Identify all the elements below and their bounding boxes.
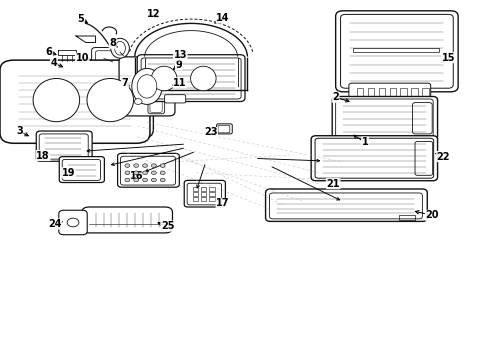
Ellipse shape (87, 78, 133, 122)
Circle shape (143, 171, 147, 175)
FancyBboxPatch shape (59, 157, 104, 183)
Bar (357, 88, 363, 98)
Text: 4: 4 (50, 58, 57, 68)
Circle shape (151, 178, 156, 182)
Text: 24: 24 (48, 219, 62, 229)
Bar (399, 215, 415, 220)
Bar (390, 88, 396, 98)
FancyBboxPatch shape (165, 95, 186, 103)
FancyBboxPatch shape (148, 96, 165, 114)
FancyBboxPatch shape (217, 124, 232, 134)
Bar (193, 187, 198, 191)
Text: 6: 6 (46, 47, 52, 57)
FancyBboxPatch shape (311, 136, 438, 181)
Ellipse shape (33, 78, 79, 122)
Bar (412, 88, 418, 98)
Text: 1: 1 (362, 137, 368, 147)
Text: 2: 2 (332, 92, 339, 102)
Bar (353, 48, 439, 52)
Circle shape (151, 164, 156, 167)
Circle shape (160, 164, 165, 167)
Bar (201, 197, 206, 201)
Bar (400, 88, 407, 98)
Ellipse shape (132, 68, 162, 104)
FancyBboxPatch shape (349, 83, 431, 101)
Text: 17: 17 (216, 198, 230, 208)
Circle shape (143, 164, 147, 167)
Bar (201, 192, 206, 196)
Circle shape (67, 218, 79, 227)
Bar (422, 88, 429, 98)
Text: 14: 14 (216, 13, 230, 23)
Circle shape (160, 171, 165, 175)
FancyBboxPatch shape (184, 180, 225, 207)
Bar (209, 197, 215, 201)
Circle shape (125, 164, 130, 167)
Text: 21: 21 (326, 179, 340, 189)
Bar (32, 120, 132, 128)
Text: 16: 16 (129, 171, 143, 181)
FancyBboxPatch shape (92, 48, 126, 68)
Circle shape (134, 99, 142, 104)
Text: 19: 19 (62, 168, 75, 178)
Bar (209, 187, 215, 191)
FancyBboxPatch shape (59, 210, 87, 235)
Text: 20: 20 (425, 210, 439, 220)
Text: 25: 25 (161, 221, 174, 231)
Text: 7: 7 (122, 78, 128, 88)
FancyBboxPatch shape (413, 103, 432, 134)
Ellipse shape (111, 39, 129, 58)
Circle shape (143, 178, 147, 182)
Circle shape (125, 171, 130, 175)
Bar (368, 88, 374, 98)
Bar (209, 192, 215, 196)
FancyBboxPatch shape (266, 189, 427, 221)
Ellipse shape (137, 75, 157, 98)
Text: 18: 18 (36, 150, 50, 161)
Text: 12: 12 (147, 9, 160, 19)
FancyBboxPatch shape (0, 60, 150, 143)
FancyBboxPatch shape (137, 55, 245, 102)
FancyBboxPatch shape (36, 131, 92, 161)
Text: 13: 13 (173, 50, 187, 60)
FancyBboxPatch shape (82, 207, 172, 233)
Polygon shape (76, 36, 96, 42)
Bar (193, 197, 198, 201)
Text: 11: 11 (173, 78, 187, 88)
Polygon shape (58, 50, 76, 55)
FancyBboxPatch shape (336, 11, 458, 92)
Text: 9: 9 (175, 60, 182, 70)
Circle shape (125, 178, 130, 182)
FancyBboxPatch shape (118, 153, 179, 187)
Bar (193, 192, 198, 196)
Circle shape (134, 171, 139, 175)
Ellipse shape (151, 66, 177, 91)
Circle shape (151, 171, 156, 175)
Ellipse shape (115, 41, 125, 55)
FancyBboxPatch shape (119, 57, 175, 116)
Text: 8: 8 (109, 38, 116, 48)
FancyBboxPatch shape (332, 96, 438, 140)
Bar (379, 88, 385, 98)
Text: 23: 23 (204, 127, 218, 138)
Bar (201, 187, 206, 191)
Circle shape (134, 164, 139, 167)
Circle shape (160, 178, 165, 182)
Text: 15: 15 (441, 53, 455, 63)
FancyBboxPatch shape (415, 141, 433, 175)
Circle shape (134, 178, 139, 182)
FancyBboxPatch shape (11, 61, 153, 139)
Text: 22: 22 (437, 152, 450, 162)
Text: 10: 10 (75, 53, 89, 63)
Text: 5: 5 (77, 14, 84, 24)
Text: 3: 3 (16, 126, 23, 136)
Ellipse shape (191, 66, 216, 91)
